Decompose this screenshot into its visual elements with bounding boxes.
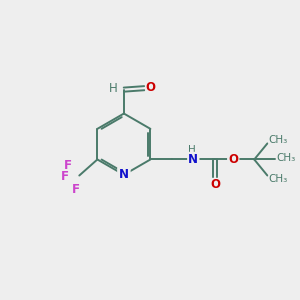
- Text: N: N: [188, 153, 198, 166]
- Text: H: H: [188, 145, 196, 155]
- Text: F: F: [64, 159, 72, 172]
- Text: F: F: [72, 183, 80, 196]
- Text: H: H: [108, 82, 117, 95]
- Text: CH₃: CH₃: [269, 174, 288, 184]
- Text: N: N: [119, 168, 129, 181]
- Text: O: O: [210, 178, 220, 191]
- Text: O: O: [146, 81, 156, 94]
- Text: O: O: [228, 153, 238, 166]
- Text: F: F: [61, 170, 69, 184]
- Text: CH₃: CH₃: [269, 135, 288, 145]
- Text: CH₃: CH₃: [277, 153, 296, 163]
